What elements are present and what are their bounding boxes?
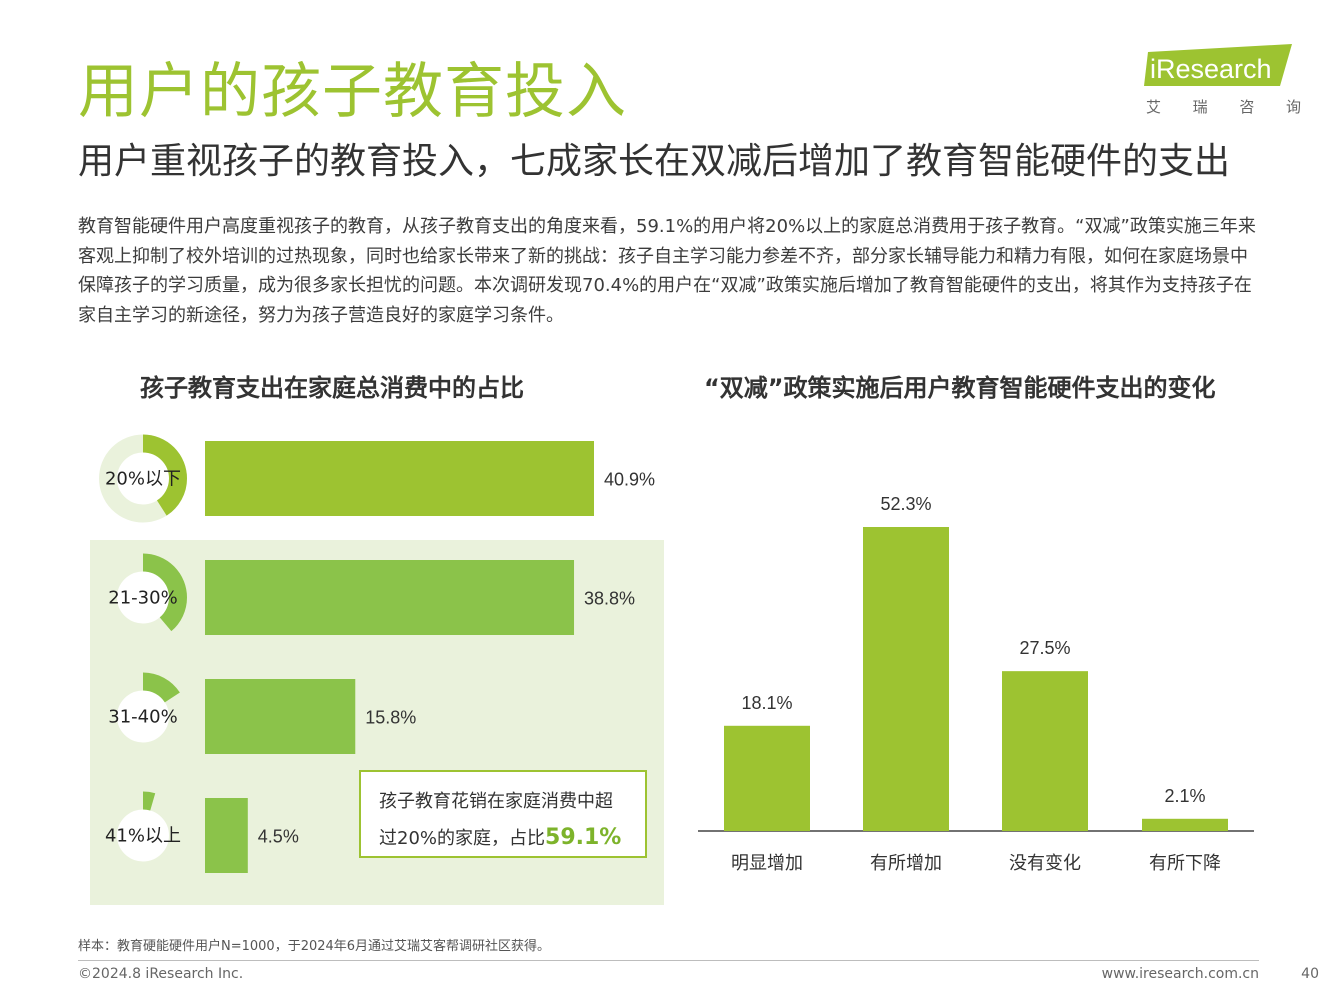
donut-value-arc — [99, 434, 187, 523]
logo-subtitle: 艾 瑞 咨 询 — [1146, 96, 1301, 117]
page-subtitle: 用户重视孩子的教育投入，七成家长在双减后增加了教育智能硬件的支出 — [78, 141, 1231, 182]
logo-sub-char: 询 — [1285, 98, 1301, 116]
callout-box: 孩子教育花销在家庭消费中超 过20%的家庭，占比59.1% — [359, 770, 647, 858]
category-label: 41%以上 — [105, 826, 181, 847]
category-label: 有所下降 — [1149, 853, 1221, 874]
iresearch-logo: iResearch — [1144, 44, 1292, 86]
bar — [205, 441, 594, 516]
value-label: 4.5% — [258, 827, 299, 847]
bar — [863, 527, 949, 831]
category-label: 有所增加 — [870, 853, 942, 874]
left-chart-title: 孩子教育支出在家庭总消费中的占比 — [140, 374, 524, 402]
callout-value: 59.1% — [545, 825, 622, 850]
bar — [1002, 671, 1088, 831]
right-chart-title: “双减”政策实施后用户教育智能硬件支出的变化 — [704, 374, 1216, 402]
value-label: 15.8% — [365, 708, 416, 728]
bar — [1142, 818, 1228, 831]
category-label: 21-30% — [108, 588, 177, 609]
category-label: 20%以下 — [105, 469, 181, 490]
bar — [205, 679, 356, 754]
donut-value-arc — [99, 672, 187, 761]
logo-sub-char: 咨 — [1239, 98, 1255, 116]
donut-value-arc — [99, 791, 187, 880]
category-label: 31-40% — [108, 707, 177, 728]
body-paragraph: 教育智能硬件用户高度重视孩子的教育，从孩子教育支出的角度来看，59.1%的用户将… — [78, 216, 1256, 326]
value-label: 38.8% — [584, 589, 635, 609]
callout-line2: 过20%的家庭，占比59.1% — [379, 820, 645, 857]
logo-brand-text: iResearch — [1150, 54, 1272, 84]
value-label: 40.9% — [604, 470, 655, 490]
value-label: 27.5% — [1019, 638, 1070, 658]
bar — [205, 560, 575, 635]
value-label: 52.3% — [880, 494, 931, 514]
website-link[interactable]: www.iresearch.com.cn — [1101, 966, 1259, 982]
footer-divider — [78, 960, 1259, 961]
sample-footnote: 样本：教育硬能硬件用户N=1000，于2024年6月通过艾瑞艾客帮调研社区获得。 — [78, 939, 551, 954]
page-number: 40 — [1301, 966, 1319, 982]
page-title: 用户的孩子教育投入 — [78, 57, 627, 127]
value-label: 18.1% — [741, 693, 792, 713]
donut-value-arc — [99, 553, 187, 642]
bar — [724, 725, 810, 831]
copyright: ©2024.8 iResearch Inc. — [78, 966, 244, 982]
logo-sub-char: 瑞 — [1192, 98, 1208, 116]
category-label: 没有变化 — [1009, 853, 1081, 874]
logo-sub-char: 艾 — [1146, 98, 1162, 116]
bar — [205, 798, 248, 873]
category-label: 明显增加 — [731, 853, 803, 874]
callout-line1: 孩子教育花销在家庭消费中超 — [379, 791, 613, 812]
value-label: 2.1% — [1164, 786, 1205, 806]
callout-line2-text: 过20%的家庭，占比 — [379, 828, 546, 849]
